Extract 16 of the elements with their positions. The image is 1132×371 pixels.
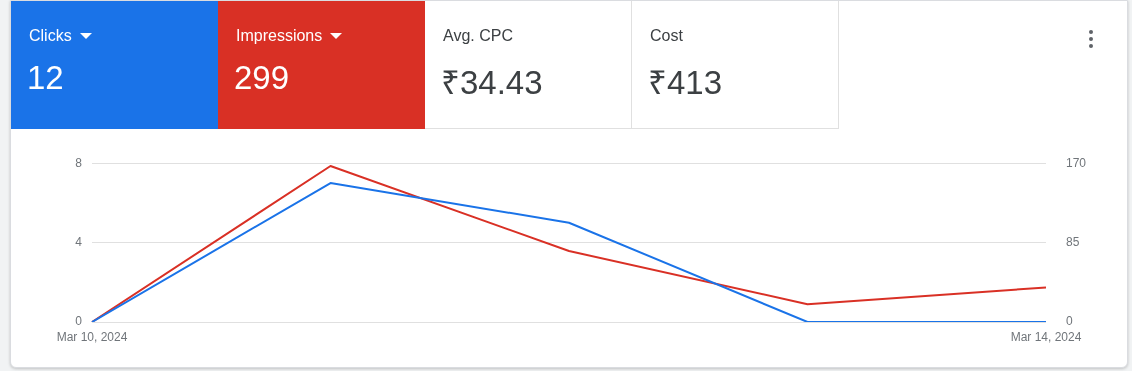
y-tick-label: 0 (75, 314, 83, 329)
text: 299 (234, 59, 290, 97)
x-tick-label: Mar 14, 2024 (1010, 329, 1082, 344)
y2-tick-label: 170 (1066, 155, 1087, 170)
text: Clicks (29, 27, 72, 45)
x-tick-label: Mar 10, 2024 (56, 329, 128, 344)
text: ₹413 (648, 63, 723, 103)
text: 12 (27, 59, 64, 97)
y-tick-label: 8 (75, 155, 83, 170)
y-tick-label: 4 (75, 234, 83, 249)
y2-tick-label: 0 (1066, 314, 1073, 329)
text: Cost (650, 27, 683, 45)
text: Avg. CPC (443, 27, 513, 45)
text: Impressions (236, 27, 323, 45)
text: ₹34.43 (441, 63, 543, 103)
y2-tick-label: 85 (1066, 234, 1080, 249)
